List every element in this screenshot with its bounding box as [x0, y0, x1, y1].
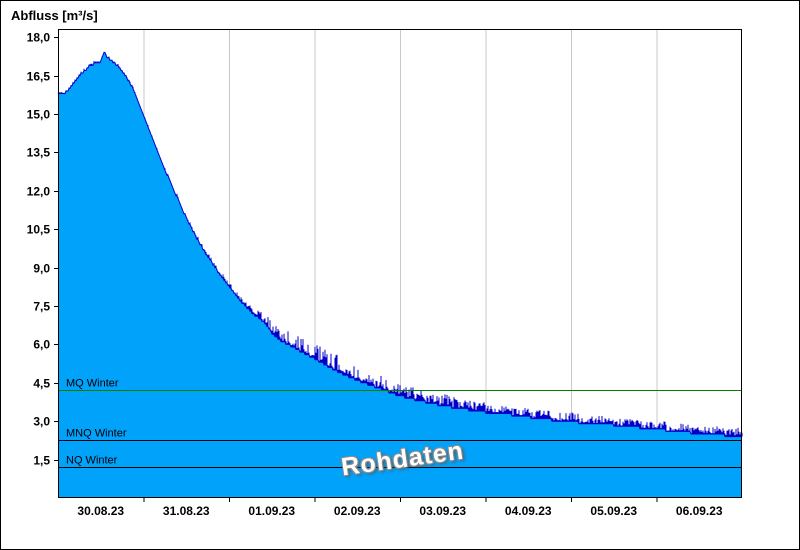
y-tick-label: 3,0 — [33, 415, 50, 429]
y-tick-label: 10,5 — [27, 223, 51, 237]
x-tick-label: 03.09.23 — [419, 504, 466, 518]
x-tick-label: 06.09.23 — [676, 504, 723, 518]
y-tick-label: 9,0 — [33, 262, 50, 276]
x-tick-label: 30.08.23 — [77, 504, 124, 518]
x-tick-label: 31.08.23 — [163, 504, 210, 518]
y-tick-label: 6,0 — [33, 338, 50, 352]
y-tick-label: 12,0 — [27, 185, 51, 199]
y-tick-label: 1,5 — [33, 454, 50, 468]
x-tick-label: 01.09.23 — [248, 504, 295, 518]
discharge-area — [58, 52, 742, 498]
y-tick-label: 18,0 — [27, 31, 51, 45]
ref-line-label-nq-winter: NQ Winter — [66, 455, 118, 467]
discharge-line — [58, 52, 742, 438]
ref-line-label-mq-winter: MQ Winter — [66, 378, 119, 390]
y-tick-label: 15,0 — [27, 108, 51, 122]
y-tick-label: 13,5 — [27, 146, 51, 160]
y-tick-label: 7,5 — [33, 300, 50, 314]
x-tick-label: 04.09.23 — [505, 504, 552, 518]
y-tick-label: 4,5 — [33, 377, 50, 391]
x-tick-label: 05.09.23 — [590, 504, 637, 518]
y-tick-label: 16,5 — [27, 70, 51, 84]
ref-line-label-mnq-winter: MNQ Winter — [66, 428, 127, 440]
chart-title: Abfluss [m³/s] — [11, 8, 98, 23]
x-tick-label: 02.09.23 — [334, 504, 381, 518]
plot-border — [58, 29, 742, 498]
